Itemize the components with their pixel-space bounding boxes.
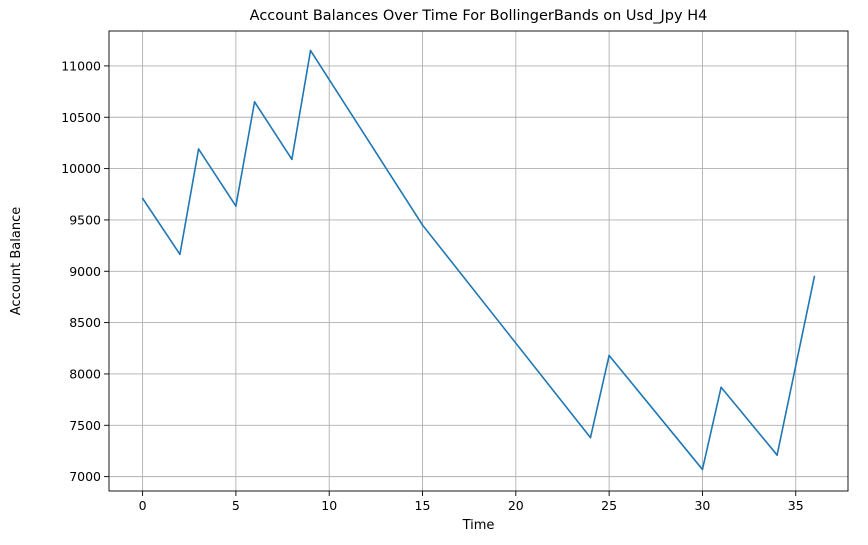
data-point xyxy=(776,454,778,456)
series-layer xyxy=(141,49,816,471)
y-tick-label: 9000 xyxy=(69,264,101,279)
y-tick-label: 9500 xyxy=(69,212,101,227)
chart-title: Account Balances Over Time For Bollinger… xyxy=(250,8,708,24)
x-tick-label: 15 xyxy=(415,498,431,513)
x-tick-label: 35 xyxy=(788,498,804,513)
data-point xyxy=(720,386,722,389)
data-point xyxy=(291,158,293,161)
x-tick-label: 5 xyxy=(232,498,240,513)
y-axis: 7000 7500 8000 8500 9000 9500 10000 10500 11000 xyxy=(61,58,109,484)
x-tick-label: 30 xyxy=(694,498,710,513)
y-tick-label: 10500 xyxy=(61,110,101,125)
x-tick-label: 25 xyxy=(601,498,617,513)
data-point xyxy=(197,148,200,150)
data-point xyxy=(813,275,816,278)
y-tick-label: 7500 xyxy=(69,418,101,433)
x-axis-label: Time xyxy=(462,518,495,533)
data-point xyxy=(608,354,610,357)
y-tick-label: 7000 xyxy=(69,469,101,484)
y-tick-label: 11000 xyxy=(61,58,101,73)
series-line-account-balance xyxy=(141,49,816,471)
data-point xyxy=(589,436,592,439)
x-tick-label: 0 xyxy=(139,498,147,513)
data-point xyxy=(141,197,144,200)
x-tick-label: 20 xyxy=(508,498,524,513)
data-point xyxy=(309,49,312,52)
data-point xyxy=(235,205,237,207)
data-point xyxy=(701,468,704,471)
data-point xyxy=(421,224,424,226)
data-point xyxy=(253,101,256,103)
y-tick-label: 10000 xyxy=(61,161,101,176)
x-axis: 0 5 10 15 20 25 30 35 xyxy=(139,491,804,513)
y-tick-label: 8500 xyxy=(69,315,101,330)
grid xyxy=(109,31,848,491)
y-tick-label: 8000 xyxy=(69,366,101,381)
data-point xyxy=(179,253,181,256)
y-axis-label: Account Balance xyxy=(9,207,24,315)
x-tick-label: 10 xyxy=(321,498,337,513)
plot-frame xyxy=(108,30,849,492)
